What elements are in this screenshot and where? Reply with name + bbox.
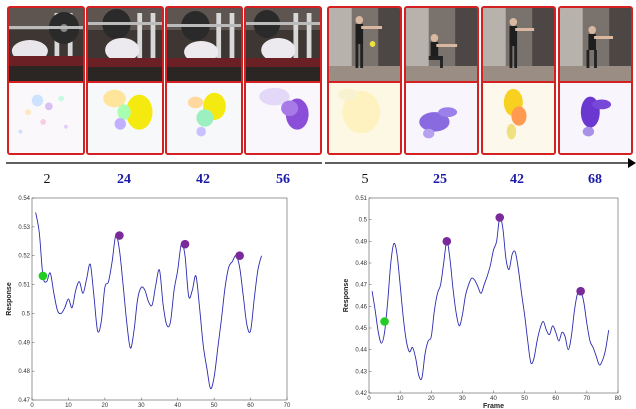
y-tick-label: 0.48 [18, 369, 30, 375]
squat-photo-1 [329, 8, 400, 81]
y-tick-label: 0.47 [355, 283, 367, 289]
timeline-arrow [6, 162, 322, 164]
frame-divider [246, 81, 320, 83]
x-tick-label: 60 [552, 396, 559, 402]
key-frame-number-label: 56 [276, 172, 290, 187]
optical-flow-map-2 [406, 83, 477, 153]
y-tick-label: 0.46 [355, 304, 367, 310]
x-tick-label: 0 [30, 403, 34, 409]
y-tick-label: 0.51 [355, 196, 367, 202]
right-panel: 5 25 42 68 0 10 20 30 40 50 60 70 80 0.42 0.43 0.44… [325, 0, 636, 409]
x-tick-label: 30 [459, 396, 466, 402]
x-tick-label: 20 [428, 396, 435, 402]
x-tick-label: 20 [102, 403, 109, 409]
key-frame-marker [180, 239, 190, 249]
frame-divider [167, 81, 241, 83]
key-frame-number-label: 42 [196, 172, 210, 187]
y-tick-label: 0.48 [355, 261, 367, 267]
x-tick-label: 50 [211, 403, 218, 409]
y-tick-label: 0.42 [355, 391, 367, 397]
x-axis-label: Frame [483, 403, 504, 409]
y-tick-label: 0.52 [18, 254, 30, 260]
y-tick-label: 0.54 [18, 196, 30, 202]
frame-card-1 [7, 6, 85, 155]
optical-flow-map-4 [246, 83, 320, 153]
squat-photo-3 [483, 8, 554, 81]
frame-divider [9, 81, 83, 83]
frame-number-label: 2 [43, 172, 51, 187]
start-frame-marker [38, 271, 48, 281]
bench-press-photo-2 [88, 8, 162, 81]
x-tick-label: 0 [367, 396, 371, 402]
y-axis-label: Response [6, 282, 13, 316]
bench-press-photo-4 [246, 8, 320, 81]
y-tick-label: 0.45 [355, 326, 367, 332]
x-tick-label: 70 [584, 396, 591, 402]
y-tick-label: 0.51 [18, 283, 30, 289]
frame-card-4 [244, 6, 322, 155]
squat-photo-2 [406, 8, 477, 81]
y-tick-label: 0.49 [355, 239, 367, 245]
key-frame-number-label: 68 [588, 172, 602, 187]
x-tick-label: 50 [521, 396, 528, 402]
x-tick-label: 40 [490, 396, 497, 402]
frame-divider [483, 81, 554, 83]
frame-card-4 [558, 6, 633, 155]
key-frame-marker [442, 237, 452, 246]
y-tick-label: 0.53 [18, 225, 30, 231]
plot-frame [31, 197, 288, 401]
y-tick-label: 0.5 [359, 218, 368, 224]
bench-press-photo-1 [9, 8, 83, 81]
optical-flow-map-3 [167, 83, 241, 153]
left-panel: 2 24 42 56 0 10 20 30 40 50 60 70 0.47 0.48 0.49 0.… [0, 6, 322, 409]
start-frame-marker [380, 317, 389, 326]
y-axis-label: Response [343, 279, 350, 313]
key-frame-number-label: 25 [433, 172, 447, 187]
x-tick-label: 10 [65, 403, 72, 409]
key-frame-marker [576, 286, 585, 296]
optical-flow-map-1 [9, 83, 83, 153]
frame-card-1 [327, 6, 402, 155]
optical-flow-map-3 [483, 83, 554, 153]
y-tick-label: 0.44 [355, 348, 367, 354]
frame-card-2 [404, 6, 479, 155]
key-frame-number-label: 24 [117, 172, 131, 187]
response-curve [371, 216, 610, 381]
x-tick-label: 80 [615, 396, 622, 402]
x-tick-label: 10 [397, 396, 404, 402]
timeline-arrow [325, 158, 636, 168]
key-frame-marker [235, 251, 244, 261]
squat-photo-4 [560, 8, 631, 81]
key-frame-number-label: 42 [510, 172, 524, 187]
key-frame-marker [115, 231, 124, 240]
y-tick-label: 0.5 [22, 311, 31, 317]
key-frame-marker [495, 213, 505, 222]
frame-divider [406, 81, 477, 83]
frame-divider [88, 81, 162, 83]
optical-flow-map-4 [560, 83, 631, 153]
frame-card-3 [165, 6, 243, 155]
x-tick-label: 70 [284, 403, 291, 409]
optical-flow-map-2 [88, 83, 162, 153]
frame-divider [329, 81, 400, 83]
y-tick-label: 0.49 [18, 340, 30, 346]
response-plot-right: 0 10 20 30 40 50 60 70 80 0.42 0.43 0.44 0.45 0.46 0.4… [325, 190, 636, 409]
frame-card-2 [86, 6, 164, 155]
y-tick-label: 0.47 [18, 398, 30, 404]
response-curve [35, 212, 262, 390]
x-tick-label: 40 [174, 403, 181, 409]
optical-flow-map-1 [329, 83, 400, 153]
x-tick-label: 30 [138, 403, 145, 409]
frame-card-3 [481, 6, 556, 155]
y-tick-label: 0.43 [355, 369, 367, 375]
frame-divider [560, 81, 631, 83]
plot-frame [368, 197, 619, 394]
response-plot-left: 0 10 20 30 40 50 60 70 0.47 0.48 0.49 0.5 0.51 0.52 0.… [0, 190, 300, 409]
x-tick-label: 60 [247, 403, 254, 409]
bench-press-photo-3 [167, 8, 241, 81]
frame-number-label: 5 [361, 172, 369, 187]
